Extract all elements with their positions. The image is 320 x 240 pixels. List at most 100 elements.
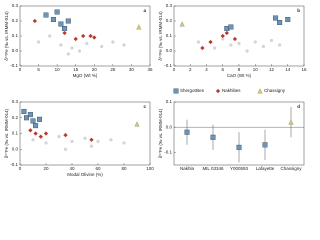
data-point [54,9,60,15]
data-point [43,130,49,137]
y-axis-label: δ⁵⁷Fe (‰ vs. IRMM-014) [4,108,9,158]
y-tick-label: 0.3 [12,99,19,104]
data-point [96,139,100,143]
y-tick-label: 0.3 [166,3,173,8]
data-point [83,136,87,140]
y-tick-label: 0.2 [12,115,19,120]
x-tick-label: 35 [147,67,153,72]
x-tick-label: 20 [43,166,49,171]
data-point [262,142,268,148]
data-point [27,127,33,133]
data-point [273,15,279,21]
data-point [111,40,115,44]
x-tick-label: 4 [205,67,208,72]
data-point [236,144,242,150]
panel-label: b [297,8,300,13]
x-tick-label: Chassigny [280,166,302,171]
data-point [269,38,274,43]
data-point [80,33,86,39]
data-point [85,41,89,46]
data-point [70,139,74,143]
data-point [224,30,230,36]
x-tick-label: 12 [269,67,275,72]
data-point [30,118,36,124]
data-point [58,21,64,27]
y-tick-label: 0.0 [166,124,173,129]
data-point [261,44,265,49]
data-point [253,40,257,44]
data-point [278,43,282,47]
y-tick-label: 0.0 [12,48,19,53]
x-tick-label: MIL 03346 [202,166,224,171]
panel-frame [19,101,151,166]
data-point [33,130,39,137]
data-point [36,40,41,44]
x-axis-label: Modal Olivine (%) [67,172,103,177]
data-point [37,116,43,122]
data-point [88,137,95,143]
data-point [66,52,70,56]
legend-label: Chassigny [264,88,286,93]
data-point [24,115,30,121]
data-point [27,112,33,118]
y-tick-label: 0.1 [166,33,173,38]
x-tick-label: 0 [19,166,22,171]
x-tick-label: 10 [55,67,61,72]
y-axis-label: δ⁵⁷Fe (‰ vs. IRMM-014) [158,11,163,61]
data-point [33,123,39,129]
y-axis-label: δ⁵⁷Fe (‰ vs. IRMM-014) [4,11,9,61]
y-tick-label: 0.1 [12,131,19,136]
y-tick-label: -0.1 [164,150,172,155]
x-tick-label: 60 [95,166,101,171]
data-point [277,20,283,26]
x-tick-label: 30 [129,67,135,72]
data-point [59,43,63,47]
panel-frame [173,101,305,166]
x-tick-label: 0 [173,67,176,72]
data-point [62,30,68,36]
legend-label: Nakhlites [222,88,241,93]
x-tick-label: 14 [285,67,291,72]
x-tick-label: 100 [146,166,154,171]
data-point [221,37,225,41]
data-point [213,46,217,50]
y-tick-label: 0.2 [12,18,19,23]
data-point [208,39,214,45]
x-tick-label: Lafayette [256,166,275,171]
x-tick-label: 25 [110,67,116,72]
x-tick-label: 5 [37,67,40,72]
data-point [109,138,113,142]
data-point [288,119,294,125]
data-point [57,135,61,139]
data-point [229,43,233,47]
x-tick-label: Nakhla [180,166,195,171]
page: {"chart_data":[ {"type":"scatter","panel… [4,3,307,178]
x-tick-label: 20 [92,67,98,72]
data-point [122,43,126,47]
y-tick-label: 0.2 [166,18,173,23]
data-point [179,21,185,27]
data-point [21,108,27,114]
data-point [62,26,68,32]
data-point [237,41,241,46]
y-tick-label: 0.0 [166,48,173,53]
data-point [173,88,179,94]
data-point [199,45,205,51]
data-point [245,49,249,53]
data-point [220,33,226,39]
data-point [88,33,94,39]
x-tick-label: 10 [253,67,259,72]
data-point [48,34,52,38]
x-tick-label: 16 [301,67,307,72]
data-point [31,138,35,142]
y-tick-label: -0.1 [10,162,18,167]
data-point [257,88,263,94]
data-point [62,132,69,138]
data-point [65,18,71,24]
panel-label: c [143,104,146,109]
y-tick-label: 0.3 [12,3,19,8]
data-point [70,46,74,50]
data-point [44,141,48,145]
data-point [232,36,238,42]
